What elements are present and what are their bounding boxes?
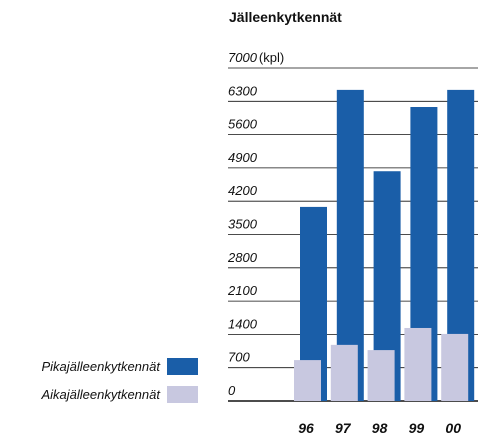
y-tick-label: 1400 [228,316,258,331]
y-tick-label: 6300 [228,83,258,98]
x-tick-label: 98 [372,420,388,436]
y-tick-label: 7000 [228,50,258,65]
x-tick-label: 96 [298,420,314,436]
y-tick-label: 4200 [228,183,258,198]
bar [441,333,469,401]
x-tick-label: 97 [335,420,352,436]
legend-swatch [167,358,198,375]
bar [367,350,395,401]
y-tick-label: 4900 [228,150,258,165]
legend-label: Pikajälleenkytkennät [41,359,161,374]
bar [330,344,358,401]
bar [404,327,432,401]
legend-swatch [167,386,198,403]
bar [294,360,321,401]
y-tick-label: 2800 [227,250,258,265]
y-tick-label: 700 [228,350,250,365]
chart-title: Jälleenkytkennät [229,9,342,25]
y-tick-label: 0 [228,383,236,398]
y-unit: (kpl) [259,50,284,65]
x-tick-label: 99 [409,420,425,436]
y-tick-label: 3500 [228,217,258,232]
legend-label: Aikajälleenkytkennät [40,387,161,402]
y-tick-label: 5600 [228,117,258,132]
x-tick-label: 00 [445,420,461,436]
y-tick-label: 2100 [227,283,258,298]
